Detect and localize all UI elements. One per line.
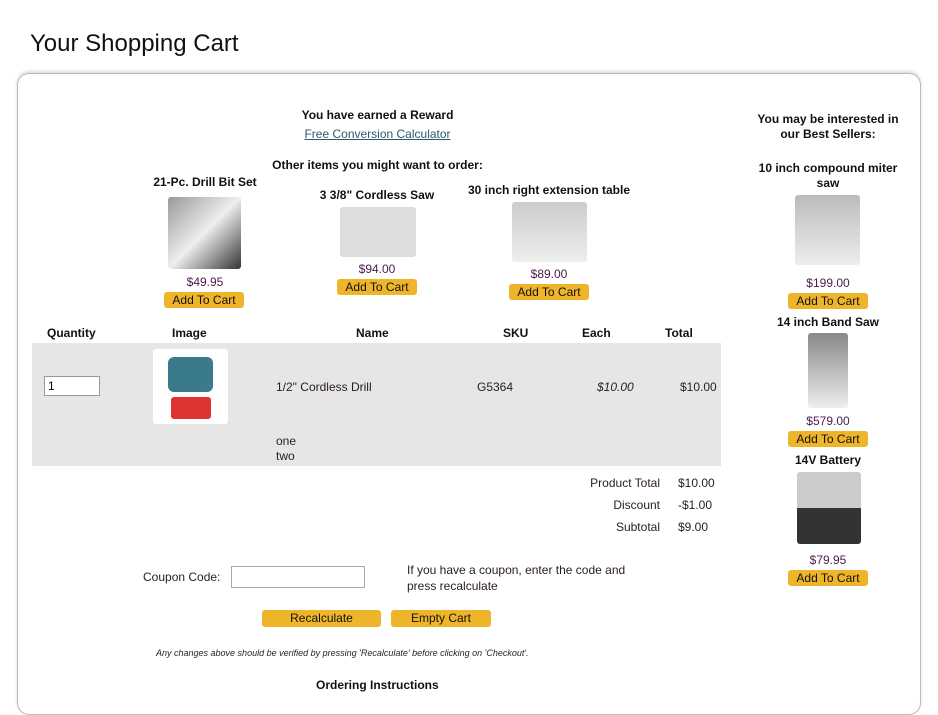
page-title: Your Shopping Cart (30, 30, 239, 57)
add-to-cart-button[interactable]: Add To Cart (337, 279, 417, 295)
upsell-item-name: 3 3/8" Cordless Saw (319, 188, 435, 202)
coupon-label: Coupon Code: (143, 570, 221, 584)
drill-bit-set-image[interactable] (168, 197, 241, 269)
bestseller-price: $579.00 (806, 414, 850, 428)
miter-saw-image[interactable] (795, 195, 860, 265)
battery-image[interactable] (797, 472, 861, 544)
recalculate-button[interactable]: Recalculate (262, 610, 381, 627)
verify-note: Any changes above should be verified by … (156, 648, 529, 658)
bestseller-name: 10 inch compound miter saw (758, 161, 898, 190)
band-saw-image[interactable] (808, 333, 848, 408)
col-each: Each (582, 326, 611, 340)
upsell-item-price: $94.00 (358, 262, 396, 276)
bestseller-name: 14 inch Band Saw (776, 315, 880, 329)
col-total: Total (665, 326, 693, 340)
product-option: two (276, 449, 295, 463)
discount-label: Discount (613, 498, 660, 512)
free-conversion-calculator-link[interactable]: Free Conversion Calculator (304, 127, 451, 141)
product-total-label: Product Total (590, 476, 660, 490)
product-option: one (276, 434, 297, 448)
add-to-cart-button[interactable]: Add To Cart (164, 292, 244, 308)
col-image: Image (172, 326, 207, 340)
sidebar-heading: You may be interested in our Best Seller… (757, 112, 899, 141)
upsell-item-name: 21-Pc. Drill Bit Set (153, 175, 257, 189)
coupon-hint: If you have a coupon, enter the code and… (407, 563, 626, 593)
discount-value: -$1.00 (678, 498, 713, 512)
add-to-cart-button[interactable]: Add To Cart (788, 570, 868, 586)
subtotal-value: $9.00 (678, 520, 709, 534)
ordering-instructions-heading: Ordering Instructions (316, 678, 439, 692)
coupon-input[interactable] (231, 566, 365, 588)
quantity-input[interactable] (44, 376, 100, 396)
upsell-item-price: $49.95 (186, 275, 224, 289)
upsell-item-price: $89.00 (530, 267, 568, 281)
bestseller-price: $199.00 (806, 276, 850, 290)
product-total: $10.00 (680, 380, 717, 394)
table-row (32, 343, 721, 466)
upsell-heading: Other items you might want to order: (272, 158, 483, 172)
empty-cart-button[interactable]: Empty Cart (391, 610, 491, 627)
subtotal-label: Subtotal (615, 520, 660, 534)
add-to-cart-button[interactable]: Add To Cart (509, 284, 589, 300)
col-quantity: Quantity (47, 326, 96, 340)
cordless-saw-image[interactable] (340, 207, 416, 257)
reward-text: You have earned a Reward (301, 108, 454, 122)
bestseller-price: $79.95 (809, 553, 847, 567)
bestseller-name: 14V Battery (794, 453, 862, 467)
product-each: $10.00 (597, 380, 634, 394)
add-to-cart-button[interactable]: Add To Cart (788, 293, 868, 309)
product-sku: G5364 (477, 380, 514, 394)
extension-table-image[interactable] (512, 202, 587, 262)
upsell-item-name: 30 inch right extension table (467, 183, 631, 197)
col-name: Name (356, 326, 389, 340)
add-to-cart-button[interactable]: Add To Cart (788, 431, 868, 447)
product-total-value: $10.00 (678, 476, 715, 490)
product-name: 1/2" Cordless Drill (276, 380, 372, 394)
col-sku: SKU (503, 326, 529, 340)
